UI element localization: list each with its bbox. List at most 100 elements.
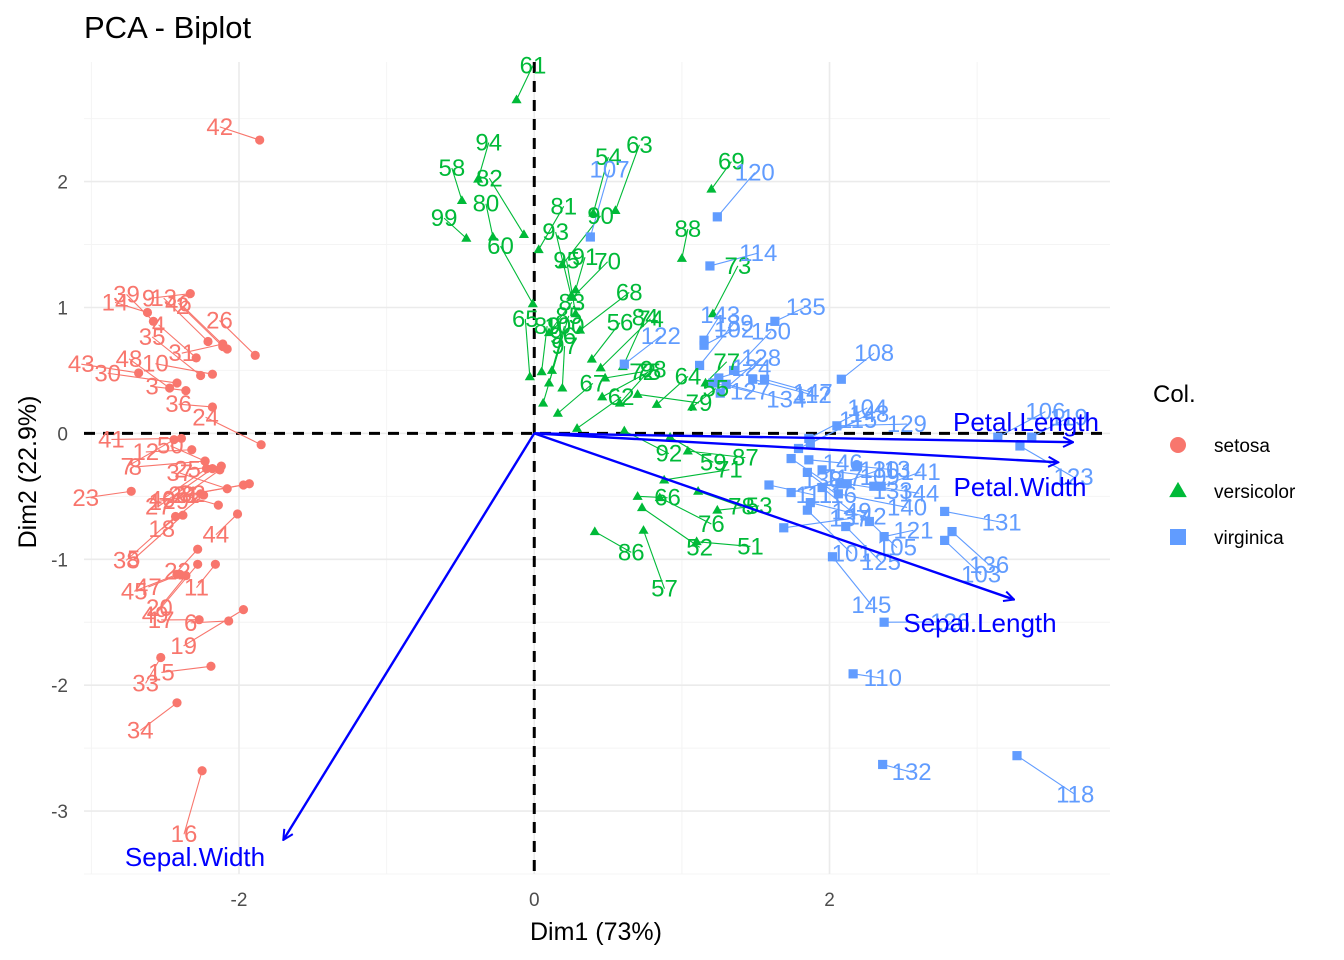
label-connector [681, 228, 689, 259]
point-setosa [187, 445, 197, 455]
point-setosa [181, 385, 191, 396]
label-connector [712, 382, 751, 393]
point-versicolor [654, 492, 665, 502]
point-label: 48 [116, 346, 143, 373]
point-label: 36 [165, 391, 192, 418]
point-label: 58 [438, 155, 465, 182]
point-label: 40 [149, 486, 176, 513]
point-virginica [786, 487, 796, 498]
label-connector [838, 493, 908, 508]
point-versicolor [546, 365, 558, 374]
point-setosa [222, 484, 232, 494]
point-label: 98 [640, 356, 667, 383]
point-label: 139 [714, 310, 754, 337]
label-connector [114, 301, 148, 314]
label-connector [664, 469, 730, 481]
point-setosa [185, 289, 195, 299]
point-versicolor [636, 502, 648, 512]
label-connector [790, 477, 844, 494]
label-connector [614, 144, 640, 211]
point-versicolor [682, 445, 693, 455]
point-label: 148 [849, 401, 889, 428]
point-label: 14 [102, 289, 129, 316]
point-virginica [864, 516, 874, 527]
point-virginica [712, 212, 722, 222]
x-axis-title: Dim1 (73%) [530, 918, 662, 946]
label-connector [1031, 416, 1070, 438]
point-label: 31 [168, 340, 195, 367]
label-connector [594, 531, 632, 553]
point-versicolor [557, 382, 568, 392]
legend-label: setosa [1214, 436, 1270, 457]
point-label: 119 [1050, 404, 1088, 431]
point-versicolor [632, 491, 643, 500]
point-versicolor [586, 353, 597, 363]
point-label: 113 [872, 457, 910, 484]
point-label: 21 [173, 482, 200, 509]
y-tick-label: 0 [57, 424, 68, 445]
point-label: 95 [553, 248, 580, 275]
point-label: 137 [829, 506, 869, 533]
point-label: 129 [887, 411, 927, 438]
label-connector [178, 403, 213, 408]
point-setosa [196, 370, 206, 381]
point-label: 24 [192, 404, 219, 431]
point-setosa [193, 544, 203, 554]
point-virginica [764, 480, 774, 490]
point-label: 11 [184, 575, 209, 602]
point-label: 72 [629, 359, 656, 386]
point-virginica [695, 360, 705, 370]
point-label: 104 [847, 395, 887, 422]
point-versicolor [524, 371, 535, 381]
label-connector [551, 326, 565, 371]
point-virginica [832, 421, 842, 431]
point-setosa [193, 559, 203, 569]
label-connector [443, 217, 467, 239]
point-label: 50 [157, 433, 184, 460]
point-label: 118 [1056, 782, 1094, 809]
point-label: 111 [796, 482, 832, 509]
point-label: 29 [162, 488, 189, 515]
point-label: 46 [165, 290, 192, 317]
point-versicolor [638, 525, 649, 534]
point-setosa [213, 500, 223, 510]
data-points [126, 94, 1037, 776]
point-setosa [244, 479, 254, 489]
point-label: 4 [152, 312, 165, 339]
point-versicolor [597, 391, 608, 401]
point-label: 117 [824, 465, 862, 492]
point-label: 23 [72, 485, 99, 512]
point-setosa [126, 486, 136, 496]
point-label: 34 [127, 717, 154, 744]
label-connector [134, 573, 178, 592]
point-setosa [206, 661, 216, 671]
x-tick-label: 0 [529, 890, 540, 911]
point-label: 150 [751, 318, 791, 345]
point-versicolor [552, 407, 563, 417]
point-versicolor [588, 207, 599, 217]
point-setosa [210, 559, 220, 569]
point-virginica [1012, 751, 1022, 761]
point-label: 79 [686, 390, 713, 417]
point-versicolor [706, 183, 717, 193]
label-connector [477, 142, 490, 180]
point-virginica [947, 526, 957, 537]
point-virginica [585, 232, 595, 242]
point-versicolor [533, 244, 544, 254]
point-label: 146 [823, 450, 863, 477]
point-label: 106 [1025, 399, 1065, 426]
label-connector [882, 763, 912, 773]
point-versicolor [570, 308, 581, 318]
label-connector [641, 507, 700, 548]
point-label: 136 [969, 552, 1009, 579]
legend: Col. setosa versicolor virginica [1153, 381, 1296, 549]
point-label: 80 [473, 191, 500, 218]
point-label: 49 [142, 602, 169, 629]
label-connector [576, 396, 622, 429]
point-label: 126 [930, 609, 970, 636]
point-label: 17 [148, 607, 175, 634]
point-setosa [218, 341, 228, 352]
point-label: 52 [686, 534, 713, 561]
point-versicolor [589, 526, 600, 536]
point-label: 37 [166, 460, 193, 487]
